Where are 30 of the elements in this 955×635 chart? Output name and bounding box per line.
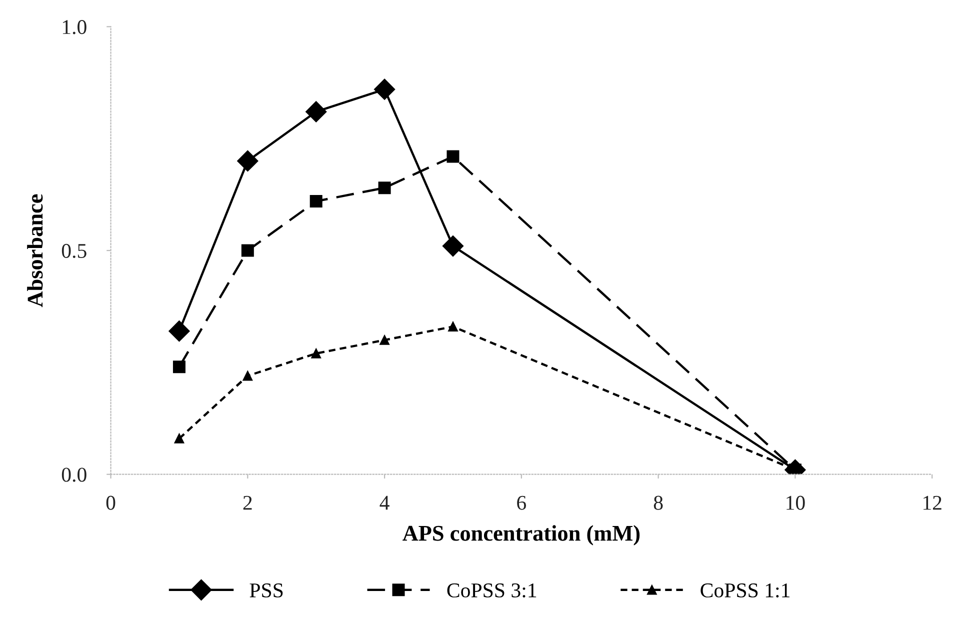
point xyxy=(448,322,458,332)
y-tick-label: 1.0 xyxy=(62,20,86,34)
point xyxy=(378,182,391,194)
x-tick-label: 2 xyxy=(243,496,252,510)
y-axis-title: Absorbance xyxy=(27,194,43,308)
x-tick-label: 0 xyxy=(106,496,116,510)
x-tick-label: 10 xyxy=(786,496,805,510)
x-tick-label: 4 xyxy=(380,496,390,510)
point xyxy=(311,348,321,358)
point xyxy=(174,434,184,444)
point xyxy=(442,236,464,257)
y-tick-label: 0.0 xyxy=(62,468,86,482)
point xyxy=(380,335,390,345)
point xyxy=(446,150,460,163)
point xyxy=(168,320,190,342)
legend-label: PSS xyxy=(250,583,283,598)
point xyxy=(242,370,253,381)
point xyxy=(306,101,327,122)
point xyxy=(374,78,396,100)
point xyxy=(310,195,322,208)
x-tick-label: 12 xyxy=(923,496,942,510)
point xyxy=(172,360,186,374)
y-tick-label: 0.5 xyxy=(62,244,86,258)
x-tick-label: 6 xyxy=(517,496,526,510)
legend-label: CoPSS 1:1 xyxy=(700,583,790,598)
point xyxy=(237,150,258,172)
point xyxy=(241,244,254,257)
legend-label: CoPSS 3:1 xyxy=(447,583,536,598)
x-tick-label: 8 xyxy=(654,496,663,510)
x-axis-title: APS concentration (mM) xyxy=(402,525,640,546)
